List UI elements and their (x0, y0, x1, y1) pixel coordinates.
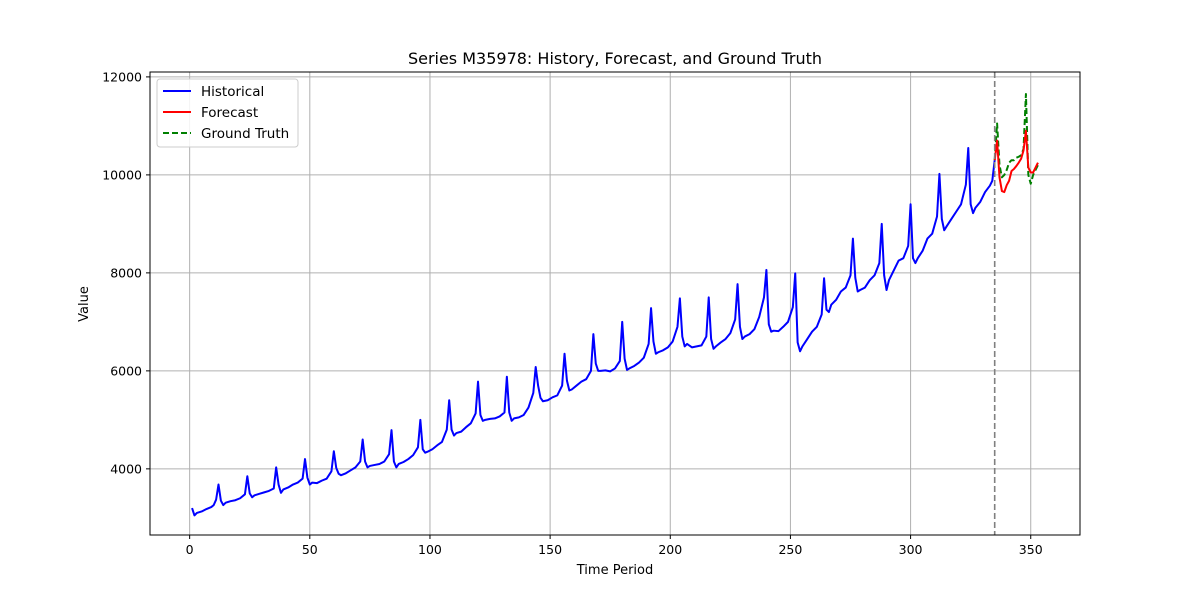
series-line-forecast (993, 129, 1039, 194)
y-axis-label: Value (77, 286, 92, 322)
legend: Historical Forecast Ground Truth (156, 78, 299, 148)
legend-box (156, 78, 299, 148)
x-tick-label: 200 (658, 542, 682, 557)
legend-label: Forecast (201, 105, 258, 121)
x-tick-label: 300 (899, 542, 923, 557)
grid (150, 72, 1080, 535)
y-tick-label: 10000 (102, 167, 142, 182)
legend-label: Ground Truth (201, 126, 289, 142)
series-line-historical (191, 146, 996, 517)
x-tick-label: 100 (418, 542, 442, 557)
x-axis-label: Time Period (576, 563, 653, 578)
x-tick-label: 150 (538, 542, 562, 557)
y-tick-label: 6000 (110, 363, 142, 378)
y-tick-label: 8000 (110, 265, 142, 280)
x-tick-label: 350 (1019, 542, 1043, 557)
x-tick-label: 250 (778, 542, 802, 557)
plot-area-frame (149, 71, 1081, 536)
axis-ticks: 0 50 100 150 200 250 300 350 4000 6000 8000 10000 12… (102, 69, 1042, 557)
series-line-ground-truth (993, 93, 1039, 185)
y-tick-label: 12000 (102, 69, 142, 84)
x-tick-label: 50 (302, 542, 318, 557)
chart-title: Series M35978: History, Forecast, and Gr… (408, 49, 822, 68)
series-lines (191, 93, 1039, 517)
y-tick-label: 4000 (110, 461, 142, 476)
x-tick-label: 0 (186, 542, 194, 557)
legend-label: Historical (201, 84, 264, 100)
